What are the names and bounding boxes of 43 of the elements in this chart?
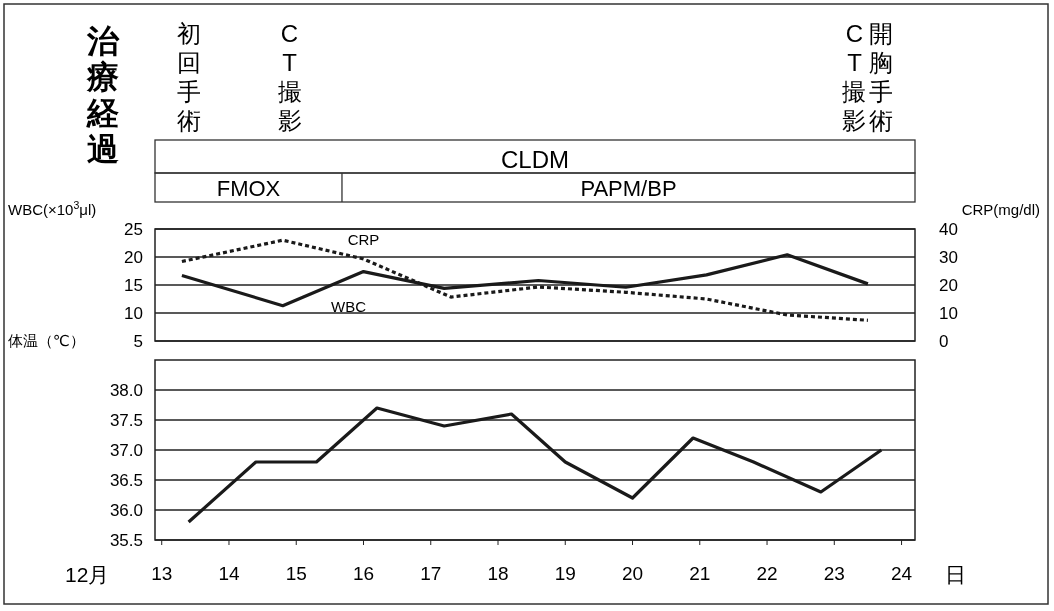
x-tick-label: 16 bbox=[352, 563, 375, 584]
x-tick-label: 21 bbox=[689, 563, 711, 584]
x-tick-label: 15 bbox=[285, 563, 307, 584]
y-tick-label: 38.0 bbox=[109, 380, 143, 400]
text: 12月 bbox=[65, 563, 110, 586]
x-tick-label: 23 bbox=[823, 563, 845, 584]
text: 開胸手術 bbox=[869, 20, 894, 134]
y-axis-title: 体温（℃） bbox=[8, 332, 85, 349]
y-tick-label: 10 bbox=[124, 303, 143, 323]
x-tick-label: 18 bbox=[487, 563, 509, 584]
text: 初回手術 bbox=[176, 20, 201, 134]
series-label: CRP bbox=[347, 230, 380, 248]
y-axis-title: WBC(×10$^{3}$μl) bbox=[8, 199, 97, 218]
series-label: WBC bbox=[331, 297, 367, 315]
text: CLDM bbox=[500, 146, 570, 173]
y2-tick-label: 10 bbox=[939, 303, 958, 323]
y-tick-label: 37.0 bbox=[109, 440, 143, 460]
text: CT撮影 bbox=[842, 20, 867, 134]
y2-tick-label: 40 bbox=[939, 219, 958, 239]
y-tick-label: 20 bbox=[124, 247, 143, 267]
chart-title: 治療経過 bbox=[86, 23, 120, 167]
x-tick-label: 19 bbox=[554, 563, 576, 584]
y2-tick-label: 0 bbox=[939, 331, 949, 351]
x-tick-label: 14 bbox=[218, 563, 240, 584]
y-tick-label: 15 bbox=[124, 275, 143, 295]
y-tick-label: 36.0 bbox=[109, 500, 143, 520]
y-tick-label: 25 bbox=[124, 219, 143, 239]
y-tick-label: 36.5 bbox=[109, 470, 143, 490]
y2-tick-label: 20 bbox=[939, 275, 958, 295]
y-tick-label: 37.5 bbox=[109, 410, 143, 430]
x-tick-label: 17 bbox=[420, 563, 442, 584]
x-tick-label: 20 bbox=[621, 563, 644, 584]
text: PAPM/BP bbox=[580, 176, 677, 201]
text: FMOX bbox=[216, 176, 281, 201]
x-tick-label: 24 bbox=[890, 563, 913, 584]
x-tick-label: 13 bbox=[151, 563, 173, 584]
y-tick-label: 5 bbox=[133, 331, 143, 351]
y2-axis-title: CRP(mg/dl) bbox=[961, 201, 1040, 218]
text: CT撮影 bbox=[277, 20, 302, 134]
x-axis-title: 日 bbox=[945, 563, 966, 586]
x-tick-label: 22 bbox=[756, 563, 778, 584]
y2-tick-label: 30 bbox=[939, 247, 958, 267]
y-tick-label: 35.5 bbox=[109, 530, 143, 550]
